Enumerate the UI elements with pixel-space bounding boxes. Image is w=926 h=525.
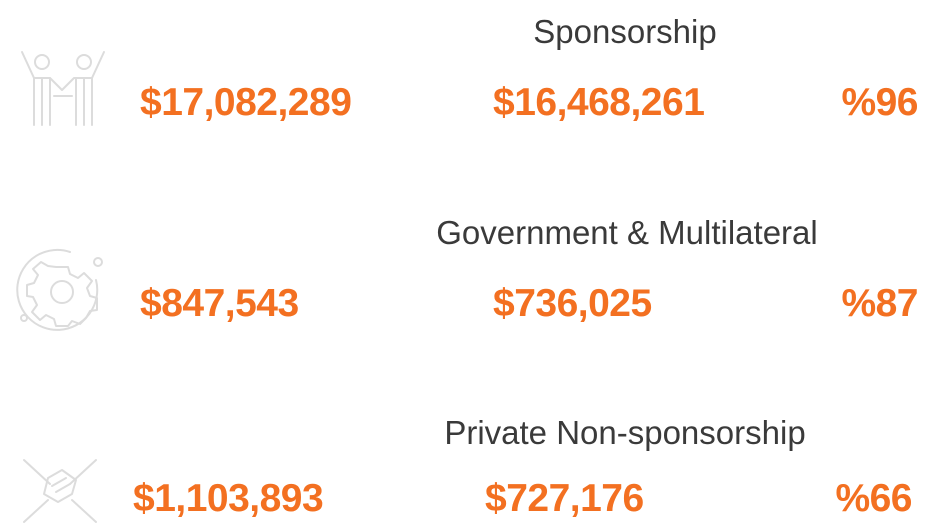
row-title: Sponsorship	[533, 13, 716, 50]
row-value: $17,082,289	[140, 81, 351, 124]
people-icon	[21, 51, 105, 126]
row-value: $727,176	[485, 477, 644, 520]
row-value: $736,025	[493, 282, 652, 325]
row-value: $1,103,893	[133, 477, 323, 520]
row-percent: %87	[841, 282, 918, 325]
row-title: Government & Multilateral	[436, 214, 817, 251]
row-value: $847,543	[140, 282, 299, 325]
row-percent: %96	[841, 81, 918, 124]
row-value: $16,468,261	[493, 81, 704, 124]
row-percent: %66	[835, 477, 912, 520]
row-title: Private Non-sponsorship	[444, 414, 805, 451]
gear-icon	[16, 248, 103, 331]
hands-icon	[23, 459, 97, 523]
